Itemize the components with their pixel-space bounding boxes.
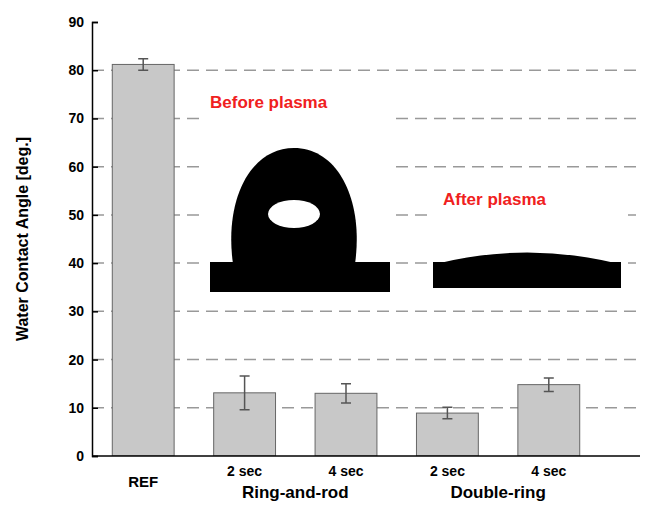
group-label: Double-ring bbox=[450, 483, 545, 502]
y-tick-mark bbox=[92, 263, 98, 265]
y-tick-mark bbox=[92, 22, 98, 24]
y-tick-mark bbox=[92, 215, 98, 217]
x-axis: REF 2 sec 4 sec 2 sec 4 sec bbox=[92, 456, 640, 490]
bar bbox=[112, 64, 174, 456]
y-tick: 90 bbox=[68, 14, 98, 30]
x-axis-line bbox=[92, 455, 640, 457]
plot-marks bbox=[112, 59, 579, 456]
x-tick: 4 sec bbox=[531, 463, 566, 479]
x-tick-label: REF bbox=[128, 473, 158, 490]
droplet bbox=[440, 253, 615, 264]
x-tick-label: 4 sec bbox=[531, 463, 566, 479]
error-bar bbox=[138, 59, 148, 71]
x-tick: REF bbox=[128, 473, 158, 490]
droplet-substrate bbox=[210, 262, 390, 292]
error-bar bbox=[442, 407, 452, 419]
y-tick-mark bbox=[92, 359, 98, 361]
y-tick-label: 80 bbox=[68, 62, 84, 78]
error-bar bbox=[341, 384, 351, 403]
y-tick-label: 90 bbox=[68, 14, 84, 30]
error-bar bbox=[544, 378, 554, 392]
y-axis: 0 10 20 30 40 50 60 70 80 90 bbox=[68, 14, 98, 464]
y-tick-label: 10 bbox=[68, 400, 84, 416]
y-tick: 70 bbox=[68, 110, 98, 126]
y-tick-mark bbox=[92, 70, 98, 72]
chart: Before plasma After plasma 0 10 20 30 40 50 60 70… bbox=[0, 0, 648, 528]
y-tick-label: 40 bbox=[68, 255, 84, 271]
y-tick: 20 bbox=[68, 352, 98, 368]
droplet-highlight bbox=[268, 200, 320, 228]
y-tick-label: 50 bbox=[68, 207, 84, 223]
y-tick-mark bbox=[92, 166, 98, 168]
y-tick: 40 bbox=[68, 255, 98, 271]
x-tick-label: 2 sec bbox=[430, 463, 465, 479]
group-label: Ring-and-rod bbox=[242, 483, 349, 502]
bar bbox=[518, 385, 580, 456]
y-tick-mark bbox=[92, 118, 98, 120]
x-tick-label: 2 sec bbox=[227, 463, 262, 479]
droplet-substrate bbox=[433, 262, 621, 288]
annotation: After plasma bbox=[443, 190, 547, 209]
x-tick: 2 sec bbox=[227, 463, 262, 479]
inset-background bbox=[428, 184, 628, 294]
y-tick: 80 bbox=[68, 62, 98, 78]
y-tick: 30 bbox=[68, 303, 98, 319]
x-tick: 2 sec bbox=[430, 463, 465, 479]
y-tick: 10 bbox=[68, 400, 98, 416]
y-tick: 50 bbox=[68, 207, 98, 223]
error-bar bbox=[240, 376, 250, 410]
y-axis-line bbox=[93, 23, 99, 457]
insets bbox=[205, 86, 628, 296]
annotation: Before plasma bbox=[210, 93, 328, 112]
y-tick-label: 20 bbox=[68, 352, 84, 368]
y-tick: 60 bbox=[68, 159, 98, 175]
y-tick-mark bbox=[92, 311, 98, 313]
droplet bbox=[231, 148, 357, 264]
y-tick-label: 70 bbox=[68, 110, 84, 126]
y-tick-label: 0 bbox=[76, 448, 84, 464]
y-tick-label: 30 bbox=[68, 303, 84, 319]
y-tick-mark bbox=[92, 408, 98, 410]
x-tick: 4 sec bbox=[328, 463, 363, 479]
y-tick-label: 60 bbox=[68, 159, 84, 175]
y-axis-title: Water Contact Angle [deg.] bbox=[14, 137, 31, 341]
inset-background bbox=[205, 86, 395, 296]
x-tick-label: 4 sec bbox=[328, 463, 363, 479]
